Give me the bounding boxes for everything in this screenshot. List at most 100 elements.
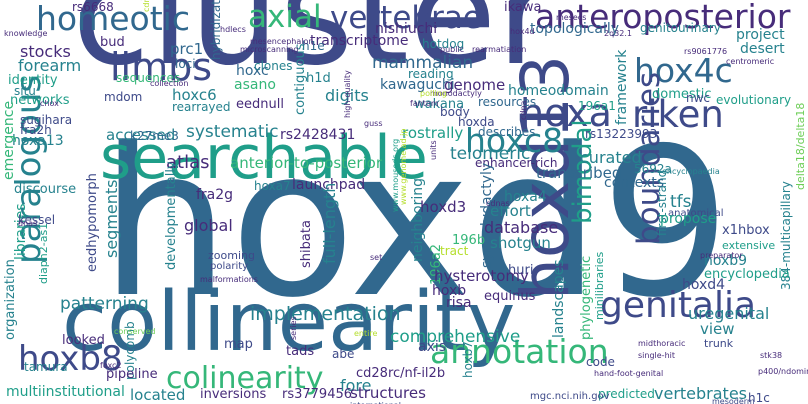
- word-fra2g: fra2g: [196, 187, 234, 203]
- word-desert: desert: [740, 41, 785, 57]
- word-colinearity: colinearity: [166, 361, 324, 396]
- word-minilibraries: minilibraries: [593, 251, 606, 320]
- word-encyclopedia: encyclopedia: [704, 267, 790, 282]
- word-encyclopaedia: encyclopaedia: [662, 167, 720, 176]
- word-guss: guss: [364, 119, 383, 128]
- word-hoxb9: hoxb9: [704, 253, 748, 269]
- word-tads: tads: [286, 344, 315, 359]
- word-eedhypomorph: eedhypomorph: [85, 173, 100, 272]
- word-5692a: 5692a: [634, 162, 672, 176]
- word-rs13223993: rs13223993: [585, 127, 658, 141]
- word-hoxd3: hoxd3: [420, 198, 467, 216]
- word-telomeric: telomeric: [450, 144, 531, 164]
- word-neighboring: neighboring: [410, 178, 426, 262]
- word-axial: axial: [248, 0, 322, 35]
- word-libraries: libraries: [13, 203, 29, 260]
- word-phylogenetic: phylogenetic: [579, 255, 594, 340]
- word-comprehensive: comprehensive: [390, 327, 521, 347]
- word-eednull: eednull: [236, 97, 284, 112]
- word-mesecs: mesecs: [556, 13, 587, 22]
- word-hoxc6: hoxc6: [172, 86, 217, 104]
- word-kawaguchi: kawaguchi: [380, 77, 455, 93]
- word-extensive: extensive: [722, 239, 776, 252]
- word-hox4c: hox4c: [634, 51, 733, 90]
- word-tract: tract: [440, 244, 469, 258]
- word-rs2428431: rs2428431: [280, 127, 356, 143]
- word-database: database: [484, 218, 559, 237]
- word-sequences: sequences: [116, 71, 181, 85]
- word-hoxb7: hoxb7: [461, 341, 475, 378]
- word-rostrally: rostrally: [402, 124, 464, 142]
- word-shibata: shibata: [299, 220, 314, 268]
- word-hotdog: hotdog: [422, 37, 465, 51]
- word-mgc-nci-nih-gov: mgc.nci.nih.gov: [530, 391, 610, 402]
- word-hdlecs: hdlecs: [220, 25, 246, 34]
- word-pipeline: pipeline: [106, 367, 158, 382]
- word-nishiuchi: nishiuchi: [375, 21, 438, 37]
- word-evolutionary: evolutionary: [716, 93, 792, 107]
- word-launchpad: launchpad: [292, 177, 366, 193]
- word-anatomical: anatomical: [668, 208, 724, 219]
- word-vertebrates: vertebrates: [654, 384, 747, 403]
- word-foxc2: foxc2: [100, 361, 122, 370]
- word-anteroposterior: anteroposterior: [535, 0, 791, 36]
- word-stk38: stk38: [760, 351, 783, 360]
- word-kessel: kessel: [18, 213, 56, 227]
- word-mdom: mdom: [104, 90, 143, 104]
- word-equinus: equinus: [484, 289, 536, 304]
- word-rearmatiation: rearmatiation: [472, 45, 527, 54]
- word-predicted: predicted: [598, 387, 655, 401]
- word-patterning: patterning: [60, 294, 149, 314]
- word-ikawa: ikawa: [504, 0, 542, 15]
- word-contexts: contexts: [604, 175, 665, 191]
- word-implementation: implementation: [250, 303, 401, 325]
- word-rs9061776: rs9061776: [684, 47, 728, 56]
- word-delta18-delta18: delta18/delta18: [794, 102, 807, 190]
- word-situ: situ: [14, 84, 36, 98]
- word-rs3779456: rs3779456: [282, 387, 353, 402]
- word-x1hbox: x1hbox: [722, 223, 770, 238]
- word-fore: fore: [340, 376, 372, 395]
- word-transcribed: transcribed: [536, 164, 622, 182]
- word-bud: bud: [100, 35, 125, 50]
- word-international: international: [350, 402, 401, 404]
- word-196a1: 196a1: [578, 99, 616, 113]
- word-196b: 196b: [452, 233, 486, 248]
- word-risa: risa: [446, 295, 472, 311]
- word-digits: digits: [325, 86, 369, 105]
- word-systematic: systematic: [186, 122, 279, 142]
- word-hoxa7: hoxa7: [254, 179, 291, 193]
- word-body: body: [440, 105, 470, 119]
- word-genome: genome: [444, 76, 506, 94]
- word-cdnas: cdnas: [486, 199, 510, 208]
- word-transcriptome: transcriptome: [310, 33, 409, 49]
- word-nwc: nwc: [686, 91, 711, 105]
- word-effort: effort: [490, 202, 531, 220]
- word-organization: organization: [3, 259, 18, 340]
- word-dnas: dnas: [18, 219, 38, 228]
- word-limbs: limbs: [110, 45, 213, 89]
- word-rearrayed: rearrayed: [172, 100, 231, 114]
- word-hand-foot-genital: hand-foot-genital: [594, 369, 664, 378]
- word-atlas: atlas: [166, 152, 210, 173]
- word-hoxd9: hoxd9: [100, 105, 731, 343]
- word-2q32-1: 2q32.1: [604, 29, 632, 38]
- word-microscanning: microscanning: [240, 45, 299, 54]
- word-genitalia: genitalia: [600, 285, 757, 326]
- word-mesencephalon: mesencephalon: [250, 37, 314, 46]
- word-clones: clones: [254, 59, 293, 73]
- word-k27me3: k27me3: [130, 129, 179, 143]
- word-p400-ndomino: p400/ndomino: [758, 367, 808, 376]
- word-fra2h: fra2h: [20, 123, 52, 137]
- word-series: series: [289, 316, 298, 340]
- word-located: located: [130, 386, 186, 404]
- word-tfs: tfs: [670, 192, 692, 212]
- word-hoxc: hoxc: [236, 63, 269, 79]
- word-units: units: [429, 140, 438, 160]
- word-knowledge: knowledge: [4, 29, 48, 38]
- word-polarity: polarity: [210, 261, 249, 272]
- word-accessed: accessed: [106, 126, 176, 144]
- word-cdna: cdna: [142, 0, 151, 12]
- word-discourse: discourse: [14, 182, 77, 197]
